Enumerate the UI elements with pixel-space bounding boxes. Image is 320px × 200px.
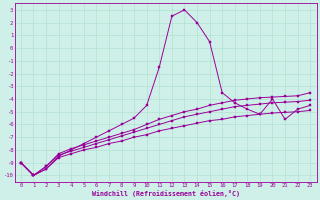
- X-axis label: Windchill (Refroidissement éolien,°C): Windchill (Refroidissement éolien,°C): [92, 190, 240, 197]
